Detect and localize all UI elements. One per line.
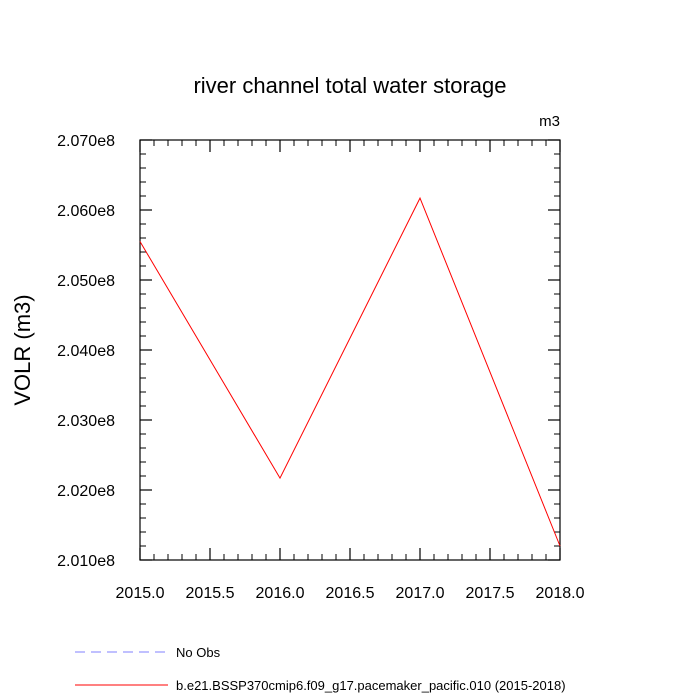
y-tick-label: 2.030e8 (57, 413, 115, 430)
y-tick-label: 2.070e8 (57, 133, 115, 150)
x-tick-label: 2016.0 (256, 585, 305, 602)
y-tick-label: 2.040e8 (57, 343, 115, 360)
x-tick-label: 2015.0 (116, 585, 165, 602)
series-line-1 (139, 196, 561, 547)
x-tick-label: 2015.5 (186, 585, 235, 602)
legend-label: No Obs (176, 645, 221, 660)
x-tick-label: 2017.0 (396, 585, 445, 602)
x-tick-label: 2018.0 (536, 585, 585, 602)
chart-title: river channel total water storage (193, 73, 506, 98)
y-tick-label: 2.060e8 (57, 203, 115, 220)
legend-label: b.e21.BSSP370cmip6.f09_g17.pacemaker_pac… (176, 678, 566, 693)
y-tick-label: 2.010e8 (57, 553, 115, 570)
axis-ticks: 2015.0 2015.5 2016.0 2016.5 2017.0 2017.5 2018… (57, 133, 584, 602)
plot-frame (139, 139, 561, 561)
y-tick-label: 2.050e8 (57, 273, 115, 290)
series-layer (139, 196, 561, 547)
units-label: m3 (539, 113, 560, 130)
x-tick-label: 2016.5 (326, 585, 375, 602)
legend: No Obs b.e21.BSSP370cmip6.f09_g17.pacemak… (75, 645, 566, 693)
y-axis-label: VOLR (m3) (10, 294, 35, 405)
y-tick-label: 2.020e8 (57, 483, 115, 500)
x-tick-label: 2017.5 (466, 585, 515, 602)
